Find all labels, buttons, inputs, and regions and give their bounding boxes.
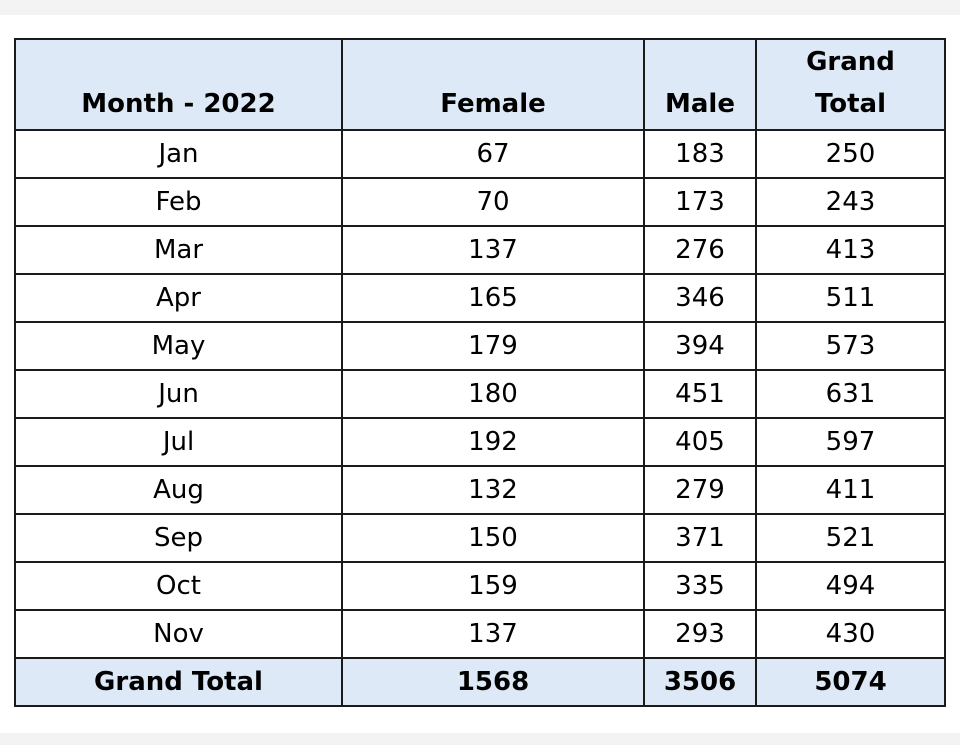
data-cell: 413	[755, 225, 946, 275]
data-cell: May	[14, 321, 343, 371]
data-table: Month - 2022 Female Male Grand Total Jan…	[14, 38, 946, 707]
sheet: Month - 2022 Female Male Grand Total Jan…	[0, 15, 960, 733]
table-body: Jan 67 183 250 Feb 70 173 243 Mar 137 276 413 Apr 165…	[14, 129, 946, 707]
data-cell: 411	[755, 465, 946, 515]
data-cell: 180	[341, 369, 645, 419]
data-cell: 192	[341, 417, 645, 467]
header-cell: Female	[341, 38, 645, 131]
data-cell: 150	[341, 513, 645, 563]
data-row: Mar 137 276 413	[14, 225, 946, 275]
data-row: Feb 70 173 243	[14, 177, 946, 227]
data-cell: 165	[341, 273, 645, 323]
data-row: Jun 180 451 631	[14, 369, 946, 419]
total-cell: 5074	[755, 657, 946, 707]
data-cell: 279	[643, 465, 757, 515]
total-cell: Grand Total	[14, 657, 343, 707]
data-cell: 250	[755, 129, 946, 179]
data-cell: 132	[341, 465, 645, 515]
data-cell: Jun	[14, 369, 343, 419]
data-cell: Sep	[14, 513, 343, 563]
data-cell: 494	[755, 561, 946, 611]
data-cell: Mar	[14, 225, 343, 275]
data-cell: 70	[341, 177, 645, 227]
header-cell: Month - 2022	[14, 38, 343, 131]
data-cell: 430	[755, 609, 946, 659]
data-row: Jul 192 405 597	[14, 417, 946, 467]
data-cell: 394	[643, 321, 757, 371]
data-row: Nov 137 293 430	[14, 609, 946, 659]
data-cell: 573	[755, 321, 946, 371]
header-row: Month - 2022 Female Male Grand Total	[14, 38, 946, 131]
data-cell: 335	[643, 561, 757, 611]
data-cell: 243	[755, 177, 946, 227]
data-cell: 137	[341, 225, 645, 275]
total-cell: 3506	[643, 657, 757, 707]
data-cell: 451	[643, 369, 757, 419]
data-cell: 137	[341, 609, 645, 659]
data-row: Sep 150 371 521	[14, 513, 946, 563]
header-cell: Male	[643, 38, 757, 131]
data-cell: Nov	[14, 609, 343, 659]
data-cell: Oct	[14, 561, 343, 611]
data-row: Apr 165 346 511	[14, 273, 946, 323]
data-cell: 173	[643, 177, 757, 227]
table-header: Month - 2022 Female Male Grand Total	[14, 38, 946, 131]
header-cell: Grand Total	[755, 38, 946, 131]
data-cell: 276	[643, 225, 757, 275]
data-row: Jan 67 183 250	[14, 129, 946, 179]
data-row: May 179 394 573	[14, 321, 946, 371]
data-cell: Jan	[14, 129, 343, 179]
total-row: Grand Total 1568 3506 5074	[14, 657, 946, 707]
data-cell: Apr	[14, 273, 343, 323]
data-cell: Jul	[14, 417, 343, 467]
data-cell: 346	[643, 273, 757, 323]
data-cell: Feb	[14, 177, 343, 227]
data-cell: 67	[341, 129, 645, 179]
data-cell: 631	[755, 369, 946, 419]
total-cell: 1568	[341, 657, 645, 707]
data-cell: 511	[755, 273, 946, 323]
data-cell: 597	[755, 417, 946, 467]
data-row: Aug 132 279 411	[14, 465, 946, 515]
data-row: Oct 159 335 494	[14, 561, 946, 611]
data-cell: 179	[341, 321, 645, 371]
data-cell: 405	[643, 417, 757, 467]
data-cell: 521	[755, 513, 946, 563]
data-cell: 183	[643, 129, 757, 179]
data-cell: 371	[643, 513, 757, 563]
data-cell: 293	[643, 609, 757, 659]
data-cell: 159	[341, 561, 645, 611]
data-cell: Aug	[14, 465, 343, 515]
